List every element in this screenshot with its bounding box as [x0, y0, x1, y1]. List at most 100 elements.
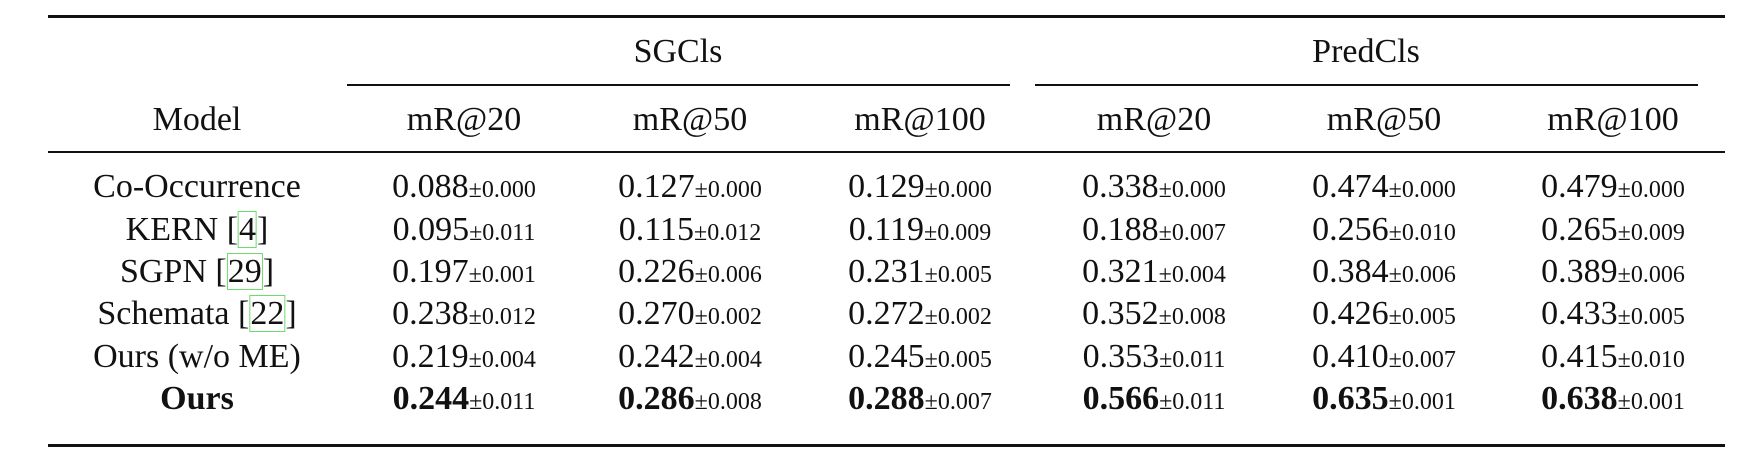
- metric-mean: 0.088: [392, 168, 469, 205]
- metric-std: ±0.002: [694, 304, 762, 330]
- model-name-text: Co-Occurrence: [93, 168, 301, 205]
- metric-cell: 0.129±0.000: [848, 165, 992, 214]
- metric-cell: 0.226±0.006: [618, 250, 762, 299]
- model-name-text: SGPN: [119, 253, 216, 290]
- metric-cell: 0.433±0.005: [1541, 292, 1685, 341]
- metric-std: ±0.004: [1158, 262, 1226, 288]
- metric-std: ±0.005: [924, 262, 992, 288]
- column-header-predcls-mr100: mR@100: [1547, 101, 1679, 138]
- metric-std: ±0.007: [1158, 220, 1226, 246]
- metric-std: ±0.006: [1388, 262, 1456, 288]
- metric-std: ±0.008: [694, 389, 762, 415]
- citation-link[interactable]: 29: [226, 253, 263, 290]
- sgcls-group-rule: [347, 84, 1010, 86]
- model-name: Ours: [160, 377, 234, 420]
- metric-mean: 0.265: [1541, 211, 1618, 248]
- model-column-header: Model: [152, 101, 242, 138]
- top-rule: [48, 15, 1725, 18]
- metric-cell: 0.474±0.000: [1312, 165, 1456, 214]
- metric-cell: 0.635±0.001: [1312, 377, 1456, 426]
- metric-std: ±0.006: [694, 262, 762, 288]
- metric-mean: 0.256: [1312, 211, 1389, 248]
- metric-std: ±0.007: [924, 389, 992, 415]
- metric-mean: 0.226: [618, 253, 695, 290]
- metric-mean: 0.353: [1082, 338, 1160, 375]
- metric-std: ±0.000: [468, 177, 536, 203]
- model-name-text: KERN: [125, 211, 227, 248]
- metric-mean: 0.244: [392, 380, 470, 417]
- predcls-group-rule: [1035, 84, 1698, 86]
- metric-std: ±0.011: [469, 220, 536, 246]
- citation-bracket: ]: [257, 211, 269, 248]
- metric-std: ±0.009: [924, 220, 992, 246]
- metric-std: ±0.002: [924, 304, 992, 330]
- metric-cell: 0.197±0.001: [392, 250, 536, 299]
- metric-cell: 0.338±0.000: [1082, 165, 1226, 214]
- metric-cell: 0.410±0.007: [1312, 335, 1456, 384]
- metric-cell: 0.270±0.002: [618, 292, 762, 341]
- metric-mean: 0.095: [392, 211, 470, 248]
- citation-bracket: [: [215, 253, 227, 290]
- metric-std: ±0.008: [1158, 304, 1226, 330]
- model-name-text: Ours: [160, 380, 234, 417]
- citation-bracket: ]: [285, 295, 297, 332]
- metric-mean: 0.389: [1541, 253, 1618, 290]
- table-row: SGPN [29] 0.197±0.001 0.226±0.006 0.231±0.0…: [0, 250, 1750, 293]
- metric-mean: 0.338: [1082, 168, 1159, 205]
- metric-cell: 0.244±0.011: [393, 377, 536, 426]
- citation-link[interactable]: 4: [238, 211, 258, 248]
- metric-mean: 0.270: [618, 295, 695, 332]
- metric-std: ±0.004: [694, 347, 762, 373]
- metric-cell: 0.286±0.008: [618, 377, 762, 426]
- metric-mean: 0.119: [848, 211, 925, 248]
- metric-cell: 0.265±0.009: [1541, 208, 1685, 257]
- metric-cell: 0.115±0.012: [619, 208, 761, 257]
- metric-cell: 0.242±0.004: [618, 335, 762, 384]
- metric-std: ±0.001: [1388, 389, 1456, 415]
- model-name: SGPN [29]: [120, 250, 274, 293]
- citation-bracket: [: [226, 211, 239, 248]
- metric-mean: 0.384: [1312, 253, 1389, 290]
- column-header-predcls-mr20: mR@20: [1096, 101, 1212, 138]
- metric-std: ±0.005: [1388, 304, 1456, 330]
- metric-mean: 0.197: [392, 253, 469, 290]
- metric-mean: 0.286: [618, 380, 695, 417]
- metric-cell: 0.321±0.004: [1082, 250, 1226, 299]
- metric-mean: 0.321: [1082, 253, 1159, 290]
- metric-std: ±0.011: [1159, 389, 1226, 415]
- metric-cell: 0.389±0.006: [1541, 250, 1685, 299]
- metric-cell: 0.426±0.005: [1312, 292, 1456, 341]
- metric-cell: 0.127±0.000: [618, 165, 762, 214]
- metric-mean: 0.426: [1312, 295, 1389, 332]
- citation-link[interactable]: 22: [249, 295, 286, 332]
- metric-cell: 0.256±0.010: [1312, 208, 1456, 257]
- column-header-sgcls-mr100: mR@100: [854, 101, 986, 138]
- metric-cell: 0.272±0.002: [848, 292, 992, 341]
- metric-std: ±0.000: [694, 177, 762, 203]
- metric-mean: 0.219: [392, 338, 469, 375]
- model-name-text: Schemata: [97, 295, 239, 332]
- metric-cell: 0.384±0.006: [1312, 250, 1456, 299]
- metric-std: ±0.011: [1159, 347, 1226, 373]
- metric-mean: 0.231: [848, 253, 925, 290]
- metric-mean: 0.566: [1082, 380, 1160, 417]
- metric-std: ±0.000: [1158, 177, 1226, 203]
- metric-std: ±0.006: [1617, 262, 1685, 288]
- metric-mean: 0.635: [1312, 380, 1389, 417]
- metric-mean: 0.127: [618, 168, 695, 205]
- table-row: Schemata [22] 0.238±0.012 0.270±0.002 0.272…: [0, 292, 1750, 335]
- model-name: Co-Occurrence: [93, 165, 301, 208]
- metric-std: ±0.007: [1388, 347, 1456, 373]
- metric-std: ±0.010: [1617, 347, 1685, 373]
- group-header-predcls: PredCls: [1312, 33, 1420, 70]
- table-row: KERN [4] 0.095±0.011 0.115±0.012 0.119±0.00…: [0, 208, 1750, 251]
- metric-std: ±0.001: [1617, 389, 1685, 415]
- metric-mean: 0.188: [1082, 211, 1159, 248]
- metric-mean: 0.245: [848, 338, 925, 375]
- metric-std: ±0.010: [1388, 220, 1456, 246]
- header-rule: [48, 151, 1725, 153]
- metric-std: ±0.000: [1617, 177, 1685, 203]
- metric-cell: 0.088±0.000: [392, 165, 536, 214]
- table-row: Ours (w/o ME) 0.219±0.004 0.242±0.004 0.245…: [0, 335, 1750, 378]
- metric-cell: 0.415±0.010: [1541, 335, 1685, 384]
